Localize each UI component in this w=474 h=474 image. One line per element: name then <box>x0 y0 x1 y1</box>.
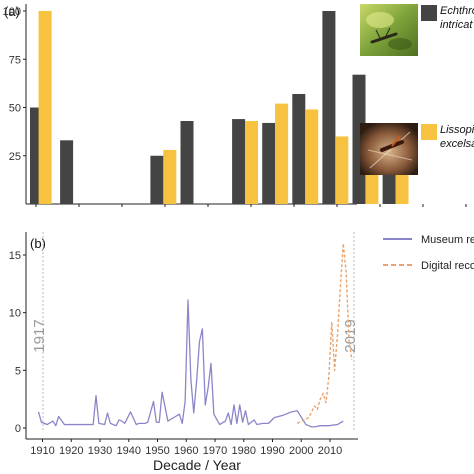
b-x-tick-label: 1970 <box>203 445 227 457</box>
bar-series-2 <box>395 165 409 204</box>
series-line-museum <box>37 299 344 428</box>
b-x-tick-label: 1910 <box>30 445 54 457</box>
panel-b-x-ticks: 1910 1920 1930 1940 1950 1960 1970 1980 1990 2000… <box>30 439 342 457</box>
a-y-tick-label: 75 <box>9 54 21 66</box>
b-x-tick-label: 2010 <box>318 445 342 457</box>
bar-series-2 <box>163 149 177 204</box>
bar-series-2 <box>245 121 258 204</box>
species-name-2-line-1: Lissopi <box>440 124 474 136</box>
panel-a-bars <box>30 11 409 204</box>
panel-b-year-markers: 1917 2019 <box>31 232 359 432</box>
bar-series-1 <box>292 93 306 204</box>
panel-a-label: (a) <box>4 4 20 19</box>
species-legend-a: Echthro intricat Lissopi excelsa <box>360 4 474 175</box>
b-y-tick-label: 10 <box>9 308 21 320</box>
species-name-1-line-2: intricat <box>440 19 473 31</box>
legend-label-museum: Museum re <box>421 234 474 246</box>
bar-series-1 <box>232 119 246 204</box>
bar-series-1 <box>180 121 194 204</box>
b-x-tick-label: 1920 <box>59 445 83 457</box>
species-name-2-line-2: excelsa <box>440 138 474 150</box>
b-y-tick-label: 0 <box>15 423 21 435</box>
b-x-tick-label: 1960 <box>174 445 198 457</box>
species-name-1-line-1: Echthro <box>440 5 474 17</box>
legend-b: Museum re Digital reco <box>383 234 474 272</box>
year-marker-label: 2019 <box>342 319 359 352</box>
bar-series-2 <box>305 109 319 204</box>
bar-series-1 <box>150 155 164 204</box>
b-x-tick-label: 1980 <box>232 445 256 457</box>
species-photo-1 <box>360 4 418 56</box>
species-photo-2 <box>360 123 418 175</box>
b-x-tick-label: 1930 <box>88 445 112 457</box>
b-x-tick-label: 1990 <box>260 445 284 457</box>
bar-series-2 <box>38 11 52 204</box>
a-y-tick-label: 100 <box>3 6 21 18</box>
b-y-tick-label: 5 <box>15 365 21 377</box>
panel-b-y-ticks: 0 5 10 15 <box>9 250 26 435</box>
legend-label-digital: Digital reco <box>421 260 474 272</box>
b-x-tick-label: 1950 <box>145 445 169 457</box>
panel-b-label: (b) <box>30 236 46 251</box>
bar-series-1 <box>60 140 74 204</box>
bar-series-2 <box>335 136 349 204</box>
legend-swatch-series-1 <box>421 5 437 21</box>
bar-series-1 <box>262 122 276 204</box>
a-y-tick-label: 50 <box>9 103 21 115</box>
a-y-tick-label: 25 <box>9 151 21 163</box>
panel-b-series-lines <box>37 242 353 428</box>
b-x-tick-label: 1940 <box>117 445 141 457</box>
panel-a-y-ticks: 25 50 75 100 <box>3 6 26 163</box>
panel-a-x-ticks <box>35 204 467 207</box>
year-marker-label: 1917 <box>31 319 48 352</box>
panel-b-x-axis-label: Decade / Year <box>153 457 241 473</box>
b-y-tick-label: 15 <box>9 250 21 262</box>
legend-swatch-series-2 <box>421 124 437 140</box>
bar-series-2 <box>275 103 289 204</box>
b-x-tick-label: 2000 <box>289 445 313 457</box>
bar-series-1 <box>322 11 336 204</box>
series-line-digital <box>296 242 353 425</box>
